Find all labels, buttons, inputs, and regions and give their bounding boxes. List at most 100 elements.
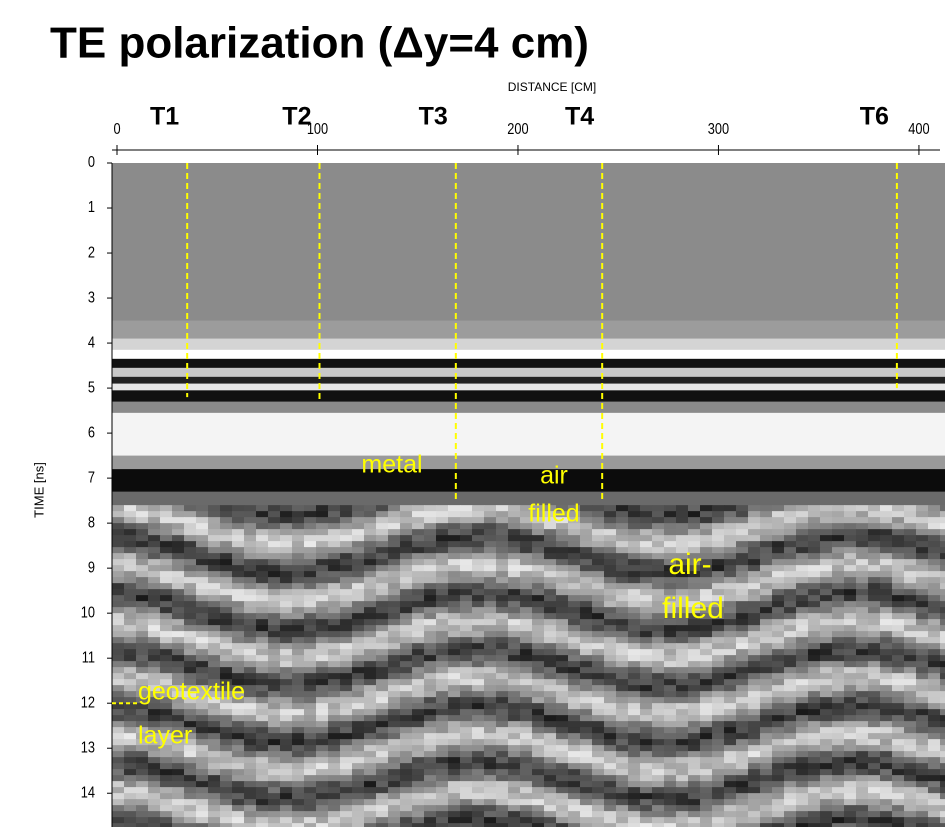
texture-cell xyxy=(868,643,881,650)
texture-cell xyxy=(196,625,209,632)
texture-cell xyxy=(544,733,557,740)
texture-cell xyxy=(208,715,221,722)
texture-cell xyxy=(808,577,821,584)
texture-cell xyxy=(880,559,893,566)
texture-cell xyxy=(760,793,773,800)
texture-cell xyxy=(904,703,917,710)
texture-cell xyxy=(820,733,833,740)
texture-cell xyxy=(592,685,605,692)
texture-cell xyxy=(904,517,917,524)
texture-cell xyxy=(136,763,149,770)
texture-cell xyxy=(796,739,809,746)
texture-cell xyxy=(712,649,725,656)
texture-cell xyxy=(496,745,509,752)
texture-cell xyxy=(400,799,413,806)
texture-cell xyxy=(700,583,713,590)
texture-cell xyxy=(448,733,461,740)
chart-title: TE polarization (Δy=4 cm) xyxy=(50,19,589,68)
texture-cell xyxy=(592,631,605,638)
texture-cell xyxy=(208,613,221,620)
texture-cell xyxy=(316,523,329,530)
texture-cell xyxy=(508,739,521,746)
texture-cell xyxy=(328,775,341,782)
texture-cell xyxy=(892,685,905,692)
texture-cell xyxy=(484,643,497,650)
texture-cell xyxy=(784,565,797,572)
texture-cell xyxy=(172,553,185,560)
texture-cell xyxy=(232,739,245,746)
texture-cell xyxy=(268,547,281,554)
texture-cell xyxy=(376,547,389,554)
texture-cell xyxy=(256,523,269,530)
annotation: layer xyxy=(138,722,192,750)
texture-cell xyxy=(940,691,945,698)
texture-cell xyxy=(508,745,521,752)
texture-cell xyxy=(328,595,341,602)
texture-cell xyxy=(748,721,761,728)
texture-cell xyxy=(388,535,401,542)
texture-cell xyxy=(676,559,689,566)
texture-cell xyxy=(208,535,221,542)
texture-cell xyxy=(280,559,293,566)
texture-cell xyxy=(688,751,701,758)
texture-cell xyxy=(916,805,929,812)
texture-cell xyxy=(196,655,209,662)
texture-cell xyxy=(724,667,737,674)
texture-cell xyxy=(436,511,449,518)
texture-cell xyxy=(256,529,269,536)
texture-cell xyxy=(340,517,353,524)
texture-cell xyxy=(772,529,785,536)
texture-cell xyxy=(268,721,281,728)
texture-cell xyxy=(352,631,365,638)
texture-cell xyxy=(172,643,185,650)
texture-cell xyxy=(436,649,449,656)
texture-cell xyxy=(676,757,689,764)
texture-cell xyxy=(520,799,533,806)
texture-cell xyxy=(556,565,569,572)
texture-cell xyxy=(640,775,653,782)
texture-cell xyxy=(892,757,905,764)
texture-cell xyxy=(664,577,677,584)
texture-cell xyxy=(232,541,245,548)
texture-cell xyxy=(580,547,593,554)
texture-cell xyxy=(616,739,629,746)
texture-cell xyxy=(580,595,593,602)
texture-cell xyxy=(496,691,509,698)
texture-cell xyxy=(628,733,641,740)
texture-cell xyxy=(328,817,341,824)
texture-cell xyxy=(808,733,821,740)
texture-cell xyxy=(700,685,713,692)
texture-cell xyxy=(616,505,629,512)
texture-cell xyxy=(760,745,773,752)
texture-cell xyxy=(736,571,749,578)
texture-cell xyxy=(664,535,677,542)
texture-cell xyxy=(184,655,197,662)
texture-cell xyxy=(724,619,737,626)
texture-cell xyxy=(304,529,317,536)
texture-cell xyxy=(472,625,485,632)
y-tick-label: 0 xyxy=(88,154,95,172)
texture-cell xyxy=(352,703,365,710)
texture-cell xyxy=(508,817,521,824)
texture-cell xyxy=(736,733,749,740)
texture-cell xyxy=(736,667,749,674)
texture-cell xyxy=(136,547,149,554)
texture-cell xyxy=(208,649,221,656)
texture-cell xyxy=(460,673,473,680)
texture-cell xyxy=(844,817,857,824)
texture-cell xyxy=(256,775,269,782)
texture-cell xyxy=(820,745,833,752)
texture-cell xyxy=(604,517,617,524)
texture-cell xyxy=(112,787,125,794)
texture-cell xyxy=(880,709,893,716)
texture-cell xyxy=(160,685,173,692)
texture-cell xyxy=(556,745,569,752)
texture-cell xyxy=(508,571,521,578)
texture-cell xyxy=(412,565,425,572)
texture-cell xyxy=(880,793,893,800)
texture-cell xyxy=(124,679,137,686)
texture-cell xyxy=(160,505,173,512)
texture-cell xyxy=(556,673,569,680)
texture-cell xyxy=(112,823,125,827)
texture-cell xyxy=(688,511,701,518)
